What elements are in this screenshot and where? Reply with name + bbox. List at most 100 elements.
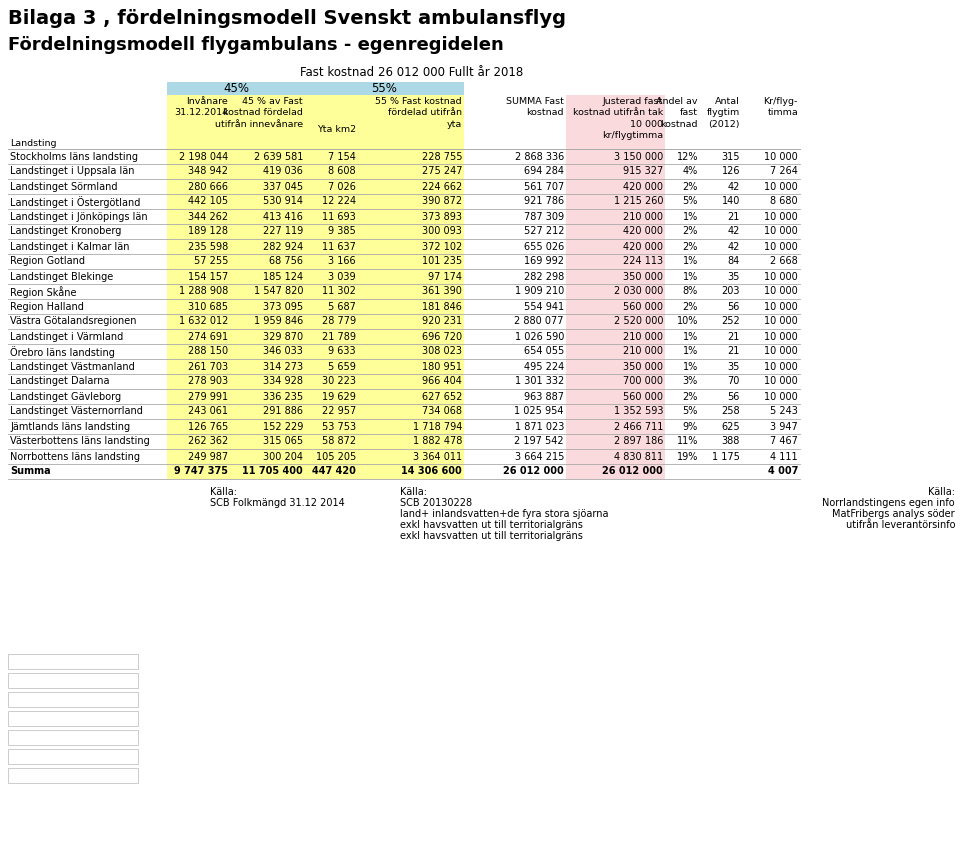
Bar (167, 149, 305, 479)
Text: 1 025 954: 1 025 954 (515, 407, 564, 416)
Text: Örebro läns landsting: Örebro läns landsting (10, 347, 115, 359)
Text: 55%: 55% (372, 82, 397, 95)
Text: 561 707: 561 707 (524, 181, 564, 192)
Text: Invånare
31.12.2014: Invånare 31.12.2014 (174, 97, 228, 117)
Text: 279 991: 279 991 (188, 392, 228, 402)
Text: 30 223: 30 223 (322, 376, 356, 387)
Text: Landstinget i Uppsala län: Landstinget i Uppsala län (10, 166, 134, 176)
Text: Stockholms läns landsting: Stockholms läns landsting (10, 152, 138, 161)
Text: 314 273: 314 273 (263, 361, 303, 371)
Text: 373 095: 373 095 (263, 301, 303, 311)
Bar (566, 149, 665, 479)
Text: 963 887: 963 887 (524, 392, 564, 402)
Text: Kr/flyg-
timma: Kr/flyg- timma (763, 97, 798, 117)
Text: 627 652: 627 652 (421, 392, 462, 402)
Text: Region Halland: Region Halland (10, 301, 84, 311)
Text: 10 000: 10 000 (764, 212, 798, 221)
Text: 2 198 044: 2 198 044 (179, 152, 228, 161)
Text: 14 306 600: 14 306 600 (401, 467, 462, 477)
Text: 280 666: 280 666 (188, 181, 228, 192)
Bar (8, 692, 138, 707)
Text: utifrån leverantörsinfo: utifrån leverantörsinfo (846, 520, 955, 530)
Text: 203: 203 (722, 286, 740, 296)
Text: Västerbottens läns landsting: Västerbottens läns landsting (10, 436, 150, 446)
Text: 105 205: 105 205 (316, 452, 356, 462)
Text: Summa: Summa (10, 467, 51, 477)
Text: Landstinget Sörmland: Landstinget Sörmland (10, 181, 117, 192)
Text: 278 903: 278 903 (188, 376, 228, 387)
Bar (8, 730, 138, 745)
Text: 2 639 581: 2 639 581 (253, 152, 303, 161)
Text: Källa:: Källa: (400, 487, 427, 497)
Text: exkl havsvatten ut till territorialgräns: exkl havsvatten ut till territorialgräns (400, 520, 583, 530)
Text: SCB 20130228: SCB 20130228 (400, 498, 472, 508)
Text: 308 023: 308 023 (422, 347, 462, 356)
Text: 920 231: 920 231 (421, 316, 462, 327)
Text: 19%: 19% (677, 452, 698, 462)
Text: 2%: 2% (683, 241, 698, 252)
Text: 56: 56 (728, 392, 740, 402)
Text: 58 872: 58 872 (322, 436, 356, 446)
Text: 350 000: 350 000 (623, 272, 663, 282)
Text: 1 959 846: 1 959 846 (253, 316, 303, 327)
Text: 5 243: 5 243 (770, 407, 798, 416)
Text: 19 629: 19 629 (323, 392, 356, 402)
Text: 420 000: 420 000 (623, 181, 663, 192)
Text: 101 235: 101 235 (421, 257, 462, 267)
Text: 3 947: 3 947 (770, 421, 798, 431)
Text: 7 026: 7 026 (328, 181, 356, 192)
Text: 554 941: 554 941 (524, 301, 564, 311)
Text: 1 909 210: 1 909 210 (515, 286, 564, 296)
Text: 2%: 2% (683, 181, 698, 192)
Text: 1%: 1% (683, 272, 698, 282)
Text: 10 000: 10 000 (764, 392, 798, 402)
Bar (8, 673, 138, 688)
Text: 361 390: 361 390 (422, 286, 462, 296)
Text: 2%: 2% (683, 392, 698, 402)
Text: 10 000: 10 000 (764, 181, 798, 192)
Text: 1 301 332: 1 301 332 (515, 376, 564, 387)
Text: 4 007: 4 007 (768, 467, 798, 477)
Text: 10 000: 10 000 (764, 332, 798, 342)
Text: 10 000: 10 000 (764, 226, 798, 236)
Text: 372 102: 372 102 (421, 241, 462, 252)
Text: Landstinget i Östergötland: Landstinget i Östergötland (10, 197, 140, 208)
Text: 495 224: 495 224 (524, 361, 564, 371)
Text: 1 288 908: 1 288 908 (179, 286, 228, 296)
Text: 5 687: 5 687 (328, 301, 356, 311)
Text: 1 352 593: 1 352 593 (613, 407, 663, 416)
Text: 228 755: 228 755 (421, 152, 462, 161)
Text: 696 720: 696 720 (421, 332, 462, 342)
Text: 224 662: 224 662 (421, 181, 462, 192)
Text: 11 637: 11 637 (323, 241, 356, 252)
Text: 2 880 077: 2 880 077 (515, 316, 564, 327)
Text: 274 691: 274 691 (188, 332, 228, 342)
Text: land+ inlandsvatten+de fyra stora sjöarna: land+ inlandsvatten+de fyra stora sjöarn… (400, 509, 609, 519)
Text: Landstinget Kronoberg: Landstinget Kronoberg (10, 226, 121, 236)
Bar (305, 149, 464, 479)
Text: 262 362: 262 362 (188, 436, 228, 446)
Text: 11 302: 11 302 (323, 286, 356, 296)
Text: 21: 21 (728, 332, 740, 342)
Text: 10 000: 10 000 (764, 272, 798, 282)
Text: 10%: 10% (677, 316, 698, 327)
Bar (8, 654, 138, 669)
Bar (8, 749, 138, 764)
Text: 227 119: 227 119 (263, 226, 303, 236)
Text: 420 000: 420 000 (623, 226, 663, 236)
Text: 3 150 000: 3 150 000 (613, 152, 663, 161)
Text: 288 150: 288 150 (188, 347, 228, 356)
Text: 3 039: 3 039 (328, 272, 356, 282)
Text: Region Skåne: Region Skåne (10, 286, 77, 299)
Text: 249 987: 249 987 (188, 452, 228, 462)
Text: 420 000: 420 000 (623, 241, 663, 252)
Text: 1%: 1% (683, 257, 698, 267)
Text: 12 224: 12 224 (322, 197, 356, 207)
Text: 2 466 711: 2 466 711 (613, 421, 663, 431)
Text: 21: 21 (728, 212, 740, 221)
Text: 180 951: 180 951 (422, 361, 462, 371)
Text: 560 000: 560 000 (623, 392, 663, 402)
Text: 700 000: 700 000 (623, 376, 663, 387)
Text: 26 012 000 Fullt år 2018: 26 012 000 Fullt år 2018 (378, 66, 523, 79)
Text: 68 756: 68 756 (269, 257, 303, 267)
